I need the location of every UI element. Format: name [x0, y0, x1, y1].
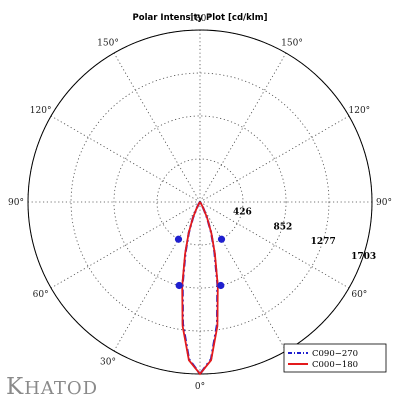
grid-spoke: [199, 52, 287, 203]
angle-label: 120°: [349, 106, 371, 116]
curve-marker: [217, 235, 226, 243]
grid-spoke: [113, 52, 201, 203]
legend-label: C090−270: [312, 349, 358, 359]
angle-label: 60°: [351, 290, 367, 300]
angle-label: 120°: [30, 106, 52, 116]
ring-label: 1277: [311, 237, 336, 247]
curve-marker: [174, 235, 183, 243]
angle-label: 90°: [8, 198, 24, 208]
grid-spoke: [50, 115, 201, 203]
angle-label: 60°: [33, 290, 49, 300]
grid-spoke: [113, 201, 201, 352]
series-curve-c090-270: [181, 201, 219, 376]
angle-label: 150°: [281, 39, 303, 49]
legend-label: C000−180: [312, 360, 358, 370]
curve-marker: [175, 281, 183, 290]
ring-label: 852: [273, 222, 292, 232]
intensity-curves: [181, 201, 219, 376]
angle-label: 150°: [97, 39, 119, 49]
logo-rest: HATOD: [24, 378, 99, 399]
grid-ring-1: [156, 158, 244, 246]
legend-box: [283, 343, 387, 373]
curve-marker: [217, 281, 225, 290]
ring-value-labels: 426 852 1277 1703: [233, 208, 376, 262]
angle-label: 0°: [195, 382, 205, 392]
curve-markers: [174, 235, 226, 290]
grid-ring-3: [70, 72, 330, 332]
chart-title: Polar Intensity Plot [cd/klm]: [133, 13, 268, 23]
grid-ring-2: [113, 115, 287, 289]
khatod-logo: KHATOD: [6, 374, 98, 400]
angle-label: 30°: [100, 357, 116, 367]
angle-label: 180°: [189, 14, 211, 24]
logo-initial: K: [6, 374, 25, 400]
ring-label: 426: [233, 208, 252, 218]
angle-label: 90°: [376, 198, 392, 208]
ring-label: 1703: [351, 252, 376, 262]
series-curve-c000-180: [181, 201, 219, 376]
